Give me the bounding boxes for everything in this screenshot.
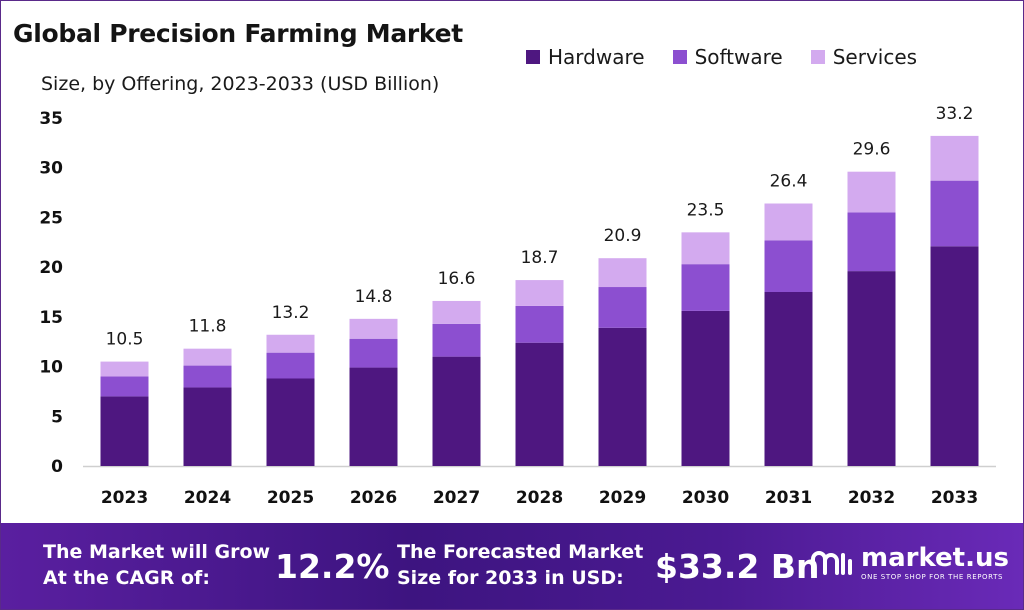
bar-services-2024 bbox=[183, 348, 232, 366]
y-tick-label: 25 bbox=[39, 208, 63, 228]
x-tick-label: 2024 bbox=[184, 488, 231, 508]
legend: Hardware Software Services bbox=[526, 45, 945, 69]
cagr-label: The Market will Grow At the CAGR of: bbox=[43, 539, 270, 591]
y-tick-label: 10 bbox=[39, 358, 63, 378]
y-tick-label: 5 bbox=[51, 407, 63, 427]
bar-hardware-2026 bbox=[349, 367, 398, 466]
y-tick-label: 0 bbox=[51, 457, 63, 477]
x-tick-label: 2025 bbox=[267, 488, 314, 508]
total-label: 23.5 bbox=[687, 200, 725, 220]
legend-swatch-services bbox=[810, 50, 825, 64]
forecast-label-line2: Size for 2033 in USD: bbox=[397, 567, 624, 589]
market-us-logo-icon bbox=[811, 551, 852, 575]
bar-software-2031 bbox=[764, 240, 813, 292]
y-tick-label: 15 bbox=[39, 308, 63, 328]
bar-software-2025 bbox=[266, 352, 315, 379]
legend-item-services: Services bbox=[810, 45, 918, 69]
bar-hardware-2030 bbox=[681, 310, 730, 466]
bar-services-2023 bbox=[100, 361, 149, 377]
bar-software-2027 bbox=[432, 323, 481, 357]
x-tick-label: 2033 bbox=[931, 488, 978, 508]
bar-hardware-2029 bbox=[598, 327, 647, 466]
cagr-label-line1: The Market will Grow bbox=[43, 541, 271, 563]
bar-software-2028 bbox=[515, 305, 564, 343]
total-label: 29.6 bbox=[853, 140, 891, 160]
x-tick-label: 2023 bbox=[101, 488, 148, 508]
total-label: 26.4 bbox=[770, 172, 808, 192]
legend-label-services: Services bbox=[832, 45, 918, 69]
total-label: 20.9 bbox=[604, 226, 642, 246]
forecast-label-line1: The Forecasted Market bbox=[397, 541, 644, 563]
legend-item-hardware: Hardware bbox=[526, 45, 645, 69]
legend-item-software: Software bbox=[672, 45, 783, 69]
bar-services-2029 bbox=[598, 258, 647, 288]
cagr-value: 12.2% bbox=[275, 547, 390, 586]
bar-services-2031 bbox=[764, 203, 813, 241]
market-us-logo: market.us ONE STOP SHOP FOR THE REPORTS bbox=[809, 545, 1009, 581]
chart-subtitle: Size, by Offering, 2023-2033 (USD Billio… bbox=[41, 73, 440, 95]
x-tick-label: 2032 bbox=[848, 488, 895, 508]
x-tick-label: 2026 bbox=[350, 488, 397, 508]
legend-label-hardware: Hardware bbox=[548, 45, 645, 69]
x-tick-label: 2030 bbox=[682, 488, 729, 508]
bar-software-2033 bbox=[930, 180, 979, 247]
bar-hardware-2032 bbox=[847, 271, 896, 466]
y-tick-label: 30 bbox=[39, 159, 63, 179]
logo-name: market.us bbox=[861, 543, 1009, 573]
bar-hardware-2033 bbox=[930, 246, 979, 466]
bar-hardware-2024 bbox=[183, 387, 232, 466]
summary-banner: The Market will Grow At the CAGR of: 12.… bbox=[1, 523, 1023, 609]
cagr-label-line2: At the CAGR of: bbox=[43, 567, 210, 589]
bar-software-2032 bbox=[847, 212, 896, 272]
bar-chart: 0510152025303510.5202311.8202413.2202514… bbox=[39, 104, 996, 508]
bar-services-2027 bbox=[432, 300, 481, 324]
bar-services-2025 bbox=[266, 334, 315, 353]
bar-software-2026 bbox=[349, 338, 398, 368]
x-tick-label: 2027 bbox=[433, 488, 480, 508]
total-label: 33.2 bbox=[936, 104, 974, 124]
y-tick-label: 20 bbox=[39, 258, 63, 278]
total-label: 13.2 bbox=[272, 303, 310, 323]
forecast-value: $33.2 Bn bbox=[655, 547, 820, 586]
total-label: 18.7 bbox=[521, 248, 559, 268]
total-label: 16.6 bbox=[438, 269, 476, 289]
legend-swatch-software bbox=[672, 50, 687, 64]
forecast-label: The Forecasted Market Size for 2033 in U… bbox=[397, 539, 643, 591]
bar-services-2028 bbox=[515, 280, 564, 306]
bar-hardware-2025 bbox=[266, 378, 315, 466]
bar-services-2032 bbox=[847, 171, 896, 213]
x-tick-label: 2029 bbox=[599, 488, 646, 508]
legend-swatch-hardware bbox=[526, 50, 540, 64]
total-label: 10.5 bbox=[106, 330, 144, 350]
bar-services-2033 bbox=[930, 135, 979, 181]
x-tick-label: 2031 bbox=[765, 488, 812, 508]
bar-services-2026 bbox=[349, 318, 398, 339]
bar-hardware-2023 bbox=[100, 396, 149, 466]
logo-tagline: ONE STOP SHOP FOR THE REPORTS bbox=[861, 573, 1004, 581]
bar-software-2024 bbox=[183, 365, 232, 388]
x-tick-label: 2028 bbox=[516, 488, 563, 508]
bar-software-2030 bbox=[681, 264, 730, 311]
legend-label-software: Software bbox=[694, 45, 783, 69]
bar-hardware-2027 bbox=[432, 356, 481, 466]
bar-software-2029 bbox=[598, 287, 647, 328]
bar-hardware-2031 bbox=[764, 292, 813, 466]
total-label: 11.8 bbox=[189, 317, 227, 337]
bar-hardware-2028 bbox=[515, 342, 564, 466]
bar-software-2023 bbox=[100, 376, 149, 397]
y-tick-label: 35 bbox=[39, 109, 63, 129]
bar-services-2030 bbox=[681, 232, 730, 265]
chart-title: Global Precision Farming Market bbox=[13, 19, 463, 48]
total-label: 14.8 bbox=[355, 287, 393, 307]
